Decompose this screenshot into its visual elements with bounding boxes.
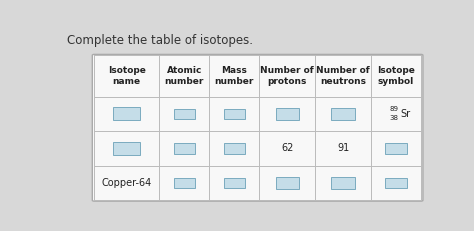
Text: 89: 89 bbox=[390, 106, 399, 112]
FancyBboxPatch shape bbox=[276, 108, 299, 120]
Text: Atomic
number: Atomic number bbox=[164, 66, 204, 86]
Text: 62: 62 bbox=[281, 143, 293, 153]
Text: Isotope
name: Isotope name bbox=[108, 66, 146, 86]
FancyBboxPatch shape bbox=[224, 109, 245, 119]
Text: 91: 91 bbox=[337, 143, 349, 153]
Text: Complete the table of isotopes.: Complete the table of isotopes. bbox=[66, 34, 253, 47]
FancyBboxPatch shape bbox=[385, 143, 407, 154]
Text: Number of
neutrons: Number of neutrons bbox=[316, 66, 370, 86]
FancyBboxPatch shape bbox=[224, 178, 245, 188]
FancyBboxPatch shape bbox=[224, 143, 245, 154]
FancyBboxPatch shape bbox=[385, 178, 407, 188]
Text: Number of
protons: Number of protons bbox=[261, 66, 314, 86]
FancyBboxPatch shape bbox=[331, 108, 355, 120]
Text: Isotope
symbol: Isotope symbol bbox=[377, 66, 415, 86]
FancyBboxPatch shape bbox=[173, 143, 195, 154]
Text: 38: 38 bbox=[390, 115, 399, 121]
Text: Mass
number: Mass number bbox=[215, 66, 254, 86]
FancyBboxPatch shape bbox=[276, 177, 299, 189]
FancyBboxPatch shape bbox=[173, 109, 195, 119]
Text: Copper-64: Copper-64 bbox=[101, 178, 152, 188]
FancyBboxPatch shape bbox=[331, 177, 355, 189]
FancyBboxPatch shape bbox=[113, 142, 140, 155]
Text: Sr: Sr bbox=[401, 109, 410, 119]
FancyBboxPatch shape bbox=[173, 178, 195, 188]
FancyBboxPatch shape bbox=[92, 54, 423, 201]
FancyBboxPatch shape bbox=[113, 107, 140, 121]
